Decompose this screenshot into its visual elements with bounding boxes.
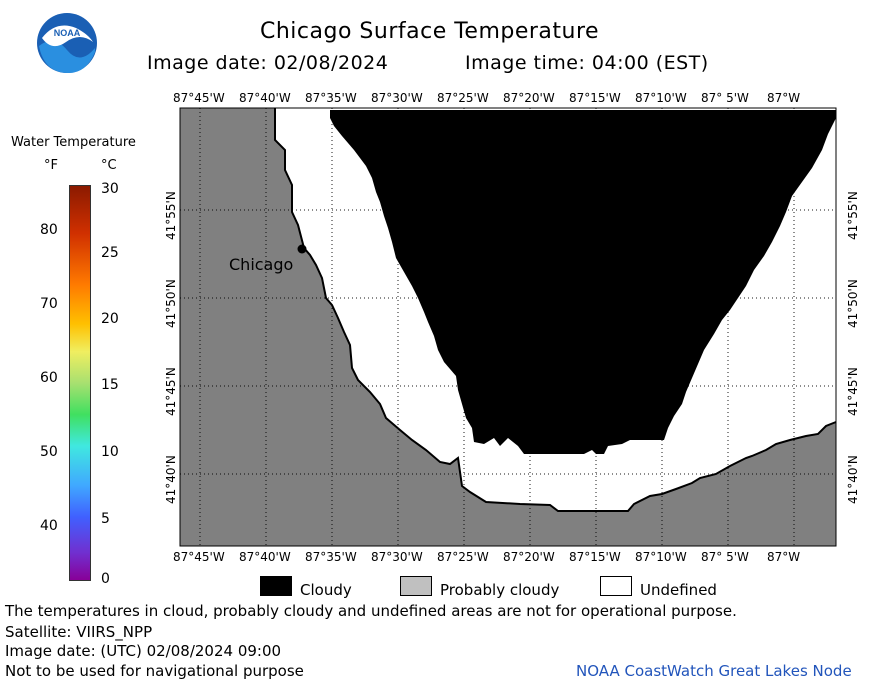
legend-undefined-label: Undefined xyxy=(640,581,717,599)
fahrenheit-tick: 70 xyxy=(40,296,58,312)
satellite-text: Satellite: VIIRS_NPP xyxy=(5,623,153,641)
svg-text:NOAA: NOAA xyxy=(54,28,81,38)
unit-c-label: °C xyxy=(101,158,117,173)
lon-tick-bottom: 87°20'W xyxy=(503,550,555,564)
celsius-tick: 10 xyxy=(101,444,119,460)
legend-cloudy-swatch xyxy=(260,576,292,596)
colorbar xyxy=(69,185,91,581)
legend-cloudy-label: Cloudy xyxy=(300,581,352,599)
lon-tick-top: 87°35'W xyxy=(305,91,357,105)
lon-tick-bottom: 87°25'W xyxy=(437,550,489,564)
graticule xyxy=(180,108,836,546)
celsius-tick: 0 xyxy=(101,571,110,587)
colorbar-title: Water Temperature xyxy=(11,135,136,150)
lon-tick-top: 87°20'W xyxy=(503,91,555,105)
image-date: Image date: 02/08/2024 xyxy=(147,52,389,74)
fahrenheit-tick: 40 xyxy=(40,518,58,534)
credit-link[interactable]: NOAA CoastWatch Great Lakes Node xyxy=(576,662,852,680)
lon-tick-top: 87°10'W xyxy=(635,91,687,105)
lat-tick-right: 41°50'N xyxy=(846,279,860,328)
fahrenheit-tick: 50 xyxy=(40,444,58,460)
legend-undefined-swatch xyxy=(600,576,632,596)
legend-probably-cloudy-label: Probably cloudy xyxy=(440,581,560,599)
lon-tick-top: 87°30'W xyxy=(371,91,423,105)
celsius-tick: 25 xyxy=(101,245,119,261)
image-time: Image time: 04:00 (EST) xyxy=(465,52,709,74)
unit-f-label: °F xyxy=(44,158,58,173)
noaa-logo: NOAA xyxy=(36,12,98,74)
celsius-tick: 5 xyxy=(101,511,110,527)
coastline xyxy=(274,108,837,512)
cloudy-area xyxy=(330,110,836,454)
navigation-warning: Not to be used for navigational purpose xyxy=(5,662,304,680)
lon-tick-bottom: 87°35'W xyxy=(305,550,357,564)
lon-tick-top: 87°25'W xyxy=(437,91,489,105)
lat-tick-right: 41°45'N xyxy=(846,367,860,416)
lon-tick-top: 87°45'W xyxy=(173,91,225,105)
page-title: Chicago Surface Temperature xyxy=(260,19,600,44)
chicago-label: Chicago xyxy=(229,255,293,274)
land-area xyxy=(180,108,836,546)
lat-tick-left: 41°50'N xyxy=(164,279,178,328)
lon-tick-bottom: 87° 5'W xyxy=(701,550,749,564)
chicago-marker xyxy=(297,244,307,254)
lon-tick-bottom: 87°15'W xyxy=(569,550,621,564)
legend-probably-cloudy-swatch xyxy=(400,576,432,596)
celsius-tick: 15 xyxy=(101,377,119,393)
utc-date-text: Image date: (UTC) 02/08/2024 09:00 xyxy=(5,642,282,660)
disclaimer-text: The temperatures in cloud, probably clou… xyxy=(5,602,737,620)
lat-tick-right: 41°40'N xyxy=(846,455,860,504)
lon-tick-bottom: 87°10'W xyxy=(635,550,687,564)
lon-tick-top: 87°15'W xyxy=(569,91,621,105)
lat-tick-left: 41°55'N xyxy=(164,191,178,240)
celsius-tick: 20 xyxy=(101,311,119,327)
lon-tick-top: 87°W xyxy=(767,91,801,105)
lon-tick-top: 87°40'W xyxy=(239,91,291,105)
lon-tick-bottom: 87°40'W xyxy=(239,550,291,564)
fahrenheit-tick: 80 xyxy=(40,222,58,238)
lat-tick-right: 41°55'N xyxy=(846,191,860,240)
lat-tick-left: 41°45'N xyxy=(164,367,178,416)
lon-tick-top: 87° 5'W xyxy=(701,91,749,105)
celsius-tick: 30 xyxy=(101,181,119,197)
fahrenheit-tick: 60 xyxy=(40,370,58,386)
lon-tick-bottom: 87°W xyxy=(767,550,801,564)
lon-tick-bottom: 87°30'W xyxy=(371,550,423,564)
lon-tick-bottom: 87°45'W xyxy=(173,550,225,564)
lat-tick-left: 41°40'N xyxy=(164,455,178,504)
